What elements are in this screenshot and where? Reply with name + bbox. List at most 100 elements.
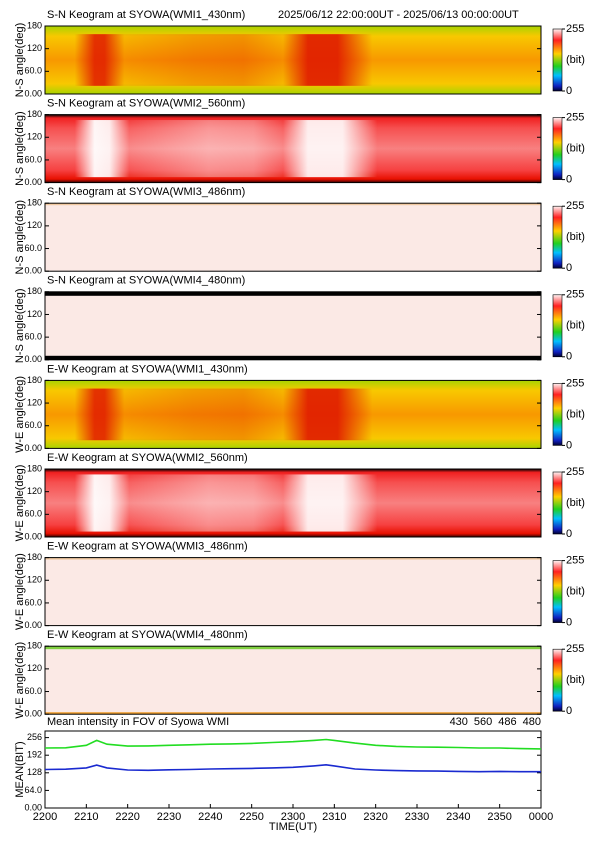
y-tick-label: 0.00 [24,443,42,453]
y-tick-label: 0.00 [24,709,42,719]
keogram-image [45,557,541,626]
x-tick-label: 2340 [446,811,470,823]
colorbar-label: (bit) [566,143,585,155]
y-tick-label: 0.00 [24,620,42,630]
keogram-image [45,712,541,715]
keogram-image [45,291,541,360]
series-line [44,738,542,750]
keogram-image [45,646,541,650]
x-tick-label: 2240 [198,811,222,823]
colorbar-tick-label: 0 [566,174,572,186]
legend-entry: 560 [474,716,492,728]
y-tick-label: 256 [27,732,42,742]
panel-title: S-N Keogram at SYOWA(WMI3_486nm) [47,186,245,198]
series-line [44,763,541,773]
y-tick-label: 60.0 [24,686,42,696]
y-tick-label: 180 [27,463,42,473]
panel-title: S-N Keogram at SYOWA(WMI1_430nm) [47,9,245,21]
y-tick-label: 60.0 [24,243,42,253]
colorbar-tick-label: 0 [566,705,572,717]
y-tick-label: 60.0 [24,597,42,607]
y-tick-label: 120 [27,397,42,407]
y-tick-label: 64.0 [24,785,42,795]
y-tick-label: 0.00 [24,354,42,364]
y-tick-label: 128 [27,767,42,777]
y-tick-label: 0.00 [24,802,42,812]
y-tick-label: 180 [27,375,42,385]
colorbar-label: (bit) [566,54,585,66]
y-tick-label: 0.00 [24,531,42,541]
plot-frame [44,468,542,538]
x-tick-label: 2250 [239,811,263,823]
x-tick-label: 2350 [487,811,511,823]
y-tick-label: 192 [27,750,42,760]
colorbar-tick-label: 0 [566,528,572,540]
y-tick-label: 0.00 [24,88,42,98]
keogram-image [45,34,541,86]
y-tick-label: 0.00 [24,177,42,187]
y-tick-label: 120 [27,132,42,142]
y-tick-label: 180 [27,198,42,208]
colorbar-label: (bit) [566,320,585,332]
colorbar-tick-label: 0 [566,262,572,274]
x-tick-label: 2210 [74,811,98,823]
x-tick-label: 2230 [157,811,181,823]
y-tick-label: 180 [27,109,42,119]
colorbar-tick-label: 255 [566,112,584,124]
y-tick-label: 120 [27,575,42,585]
y-tick-label: 180 [27,552,42,562]
x-axis-label: TIME(UT) [269,821,317,833]
colorbar-tick-label: 0 [566,439,572,451]
y-axis-label: W-E angle(deg) [14,642,26,719]
colorbar [552,471,563,535]
colorbar-tick-label: 0 [566,617,572,629]
colorbar-tick-label: 255 [566,643,584,655]
panel-title: S-N Keogram at SYOWA(WMI4_480nm) [47,275,245,287]
keogram-image [45,120,541,178]
y-tick-label: 180 [27,641,42,651]
colorbar-tick-label: 0 [566,85,572,97]
x-tick-label: 2220 [115,811,139,823]
colorbar-label: (bit) [566,586,585,598]
legend-entry: 430 [450,716,468,728]
panel-title: E-W Keogram at SYOWA(WMI1_430nm) [47,363,248,375]
plot-frame [44,25,542,95]
colorbar [552,560,563,623]
plot-frame [44,379,542,449]
panel-title: E-W Keogram at SYOWA(WMI2_560nm) [47,452,248,464]
y-tick-label: 120 [27,220,42,230]
y-tick-label: 60.0 [24,154,42,164]
x-tick-label: 0000 [529,811,553,823]
y-axis-label: N-S angle(deg) [14,23,26,98]
y-tick-label: 0.00 [24,266,42,276]
colorbar-tick-label: 255 [566,289,584,301]
y-tick-label: 180 [27,286,42,296]
colorbar-label: (bit) [566,497,585,509]
legend-entry: 480 [523,716,541,728]
keogram-image [45,203,541,272]
colorbar [552,205,563,269]
colorbar-tick-label: 0 [566,351,572,363]
keogram-image [45,557,541,560]
y-tick-label: 120 [27,663,42,673]
colorbar-tick-label: 255 [566,200,584,212]
colorbar [552,294,563,358]
colorbar [552,648,563,712]
y-tick-label: 60.0 [24,332,42,342]
y-axis-label: W-E angle(deg) [14,376,26,453]
plot-frame [44,645,542,715]
x-tick-label: 2330 [405,811,429,823]
panel-title: E-W Keogram at SYOWA(WMI3_486nm) [47,541,248,553]
y-tick-label: 120 [27,309,42,319]
panel-title: S-N Keogram at SYOWA(WMI2_560nm) [47,98,245,110]
colorbar-label: (bit) [566,674,585,686]
x-tick-label: 2200 [33,811,57,823]
colorbar-label: (bit) [566,231,585,243]
y-tick-label: 180 [27,20,42,30]
x-tick-label: 2310 [322,811,346,823]
colorbar-tick-label: 255 [566,377,584,389]
colorbar-tick-label: 255 [566,555,584,567]
panel-subtitle: 2025/06/12 22:00:00UT - 2025/06/13 00:00… [278,9,519,21]
keogram-image [45,646,541,715]
